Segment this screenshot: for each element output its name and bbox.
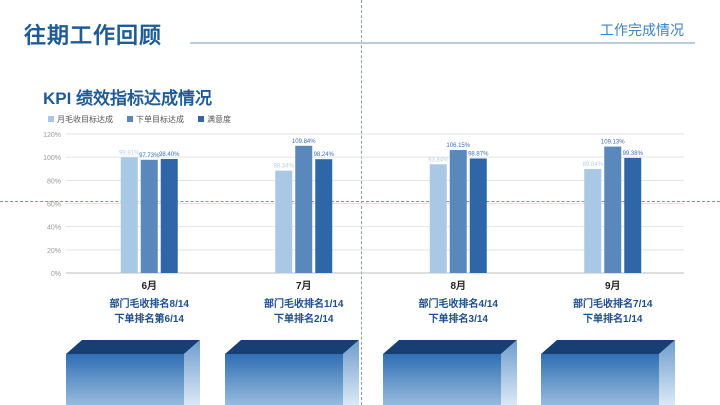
x-tick-label: 9月 bbox=[605, 280, 621, 292]
category-note: 部门毛收排名8/14 bbox=[110, 297, 190, 310]
bar bbox=[584, 168, 602, 273]
page-title: 往期工作回顾 bbox=[24, 23, 163, 48]
data-label: 98.24% bbox=[314, 152, 335, 158]
legend-swatch bbox=[198, 116, 204, 122]
block-side bbox=[501, 340, 517, 405]
bar bbox=[449, 150, 467, 273]
legend-label: 月毛收目标达成 bbox=[57, 114, 113, 124]
block-side bbox=[659, 340, 675, 405]
data-label: 98.40% bbox=[159, 152, 180, 158]
data-label: 109.13% bbox=[601, 140, 625, 146]
data-label: 89.84% bbox=[583, 162, 604, 168]
bar bbox=[160, 159, 178, 273]
block-top bbox=[225, 340, 359, 354]
y-tick-label: 20% bbox=[47, 248, 61, 255]
guide-line-vertical bbox=[361, 0, 362, 405]
category-note: 部门毛收排名4/14 bbox=[419, 297, 499, 310]
category-note: 下单排名第6/14 bbox=[115, 312, 185, 325]
y-tick-label: 80% bbox=[47, 178, 61, 185]
bar bbox=[295, 145, 313, 273]
block-front bbox=[541, 354, 659, 405]
y-tick-label: 60% bbox=[47, 202, 61, 209]
bar bbox=[624, 157, 642, 273]
data-label: 99.81% bbox=[119, 150, 140, 156]
category-note: 部门毛收排名1/14 bbox=[264, 297, 344, 310]
block-side bbox=[343, 340, 359, 405]
x-tick-label: 8月 bbox=[450, 280, 466, 292]
data-label: 93.84% bbox=[428, 157, 449, 163]
bar bbox=[604, 146, 622, 273]
legend-label: 下单目标达成 bbox=[136, 114, 184, 124]
y-tick-label: 120% bbox=[43, 132, 61, 139]
data-label: 97.73% bbox=[139, 153, 160, 159]
y-tick-label: 40% bbox=[47, 225, 61, 232]
title-underline bbox=[190, 42, 695, 44]
data-label: 106.15% bbox=[446, 143, 470, 149]
legend-label: 满意度 bbox=[207, 114, 231, 124]
data-label: 88.34% bbox=[274, 164, 295, 170]
block-top bbox=[383, 340, 517, 354]
bar bbox=[315, 159, 333, 273]
block-front bbox=[66, 354, 184, 405]
x-tick-label: 7月 bbox=[296, 280, 312, 292]
bar bbox=[120, 157, 138, 273]
block-top bbox=[66, 340, 200, 354]
data-label: 98.87% bbox=[468, 151, 489, 157]
y-tick-label: 0% bbox=[51, 271, 61, 278]
decorative-blocks bbox=[66, 340, 675, 405]
block-front bbox=[225, 354, 343, 405]
bar bbox=[429, 164, 447, 273]
guide-line-horizontal bbox=[0, 201, 720, 202]
data-label: 109.84% bbox=[292, 139, 316, 145]
bar bbox=[469, 158, 487, 273]
bar bbox=[275, 170, 293, 273]
data-label: 99.38% bbox=[623, 151, 644, 157]
legend-swatch bbox=[48, 116, 54, 122]
category-note: 下单排名3/14 bbox=[429, 312, 489, 325]
kpi-bar-chart: 月毛收目标达成 下单目标达成 满意度 120% 100% 80% 60% 40% 20% 0% 99… bbox=[43, 114, 684, 325]
category-note: 下单排名2/14 bbox=[274, 312, 334, 325]
y-tick-label: 100% bbox=[43, 155, 61, 162]
bar bbox=[140, 159, 158, 273]
legend-swatch bbox=[127, 116, 133, 122]
block-front bbox=[383, 354, 501, 405]
block-side bbox=[184, 340, 200, 405]
chart-title: KPI 绩效指标达成情况 bbox=[43, 89, 213, 108]
section-tag: 工作完成情况 bbox=[600, 22, 684, 38]
x-tick-label: 6月 bbox=[141, 280, 157, 292]
category-note: 下单排名1/14 bbox=[583, 312, 643, 325]
category-note: 部门毛收排名7/14 bbox=[573, 297, 653, 310]
block-top bbox=[541, 340, 675, 354]
